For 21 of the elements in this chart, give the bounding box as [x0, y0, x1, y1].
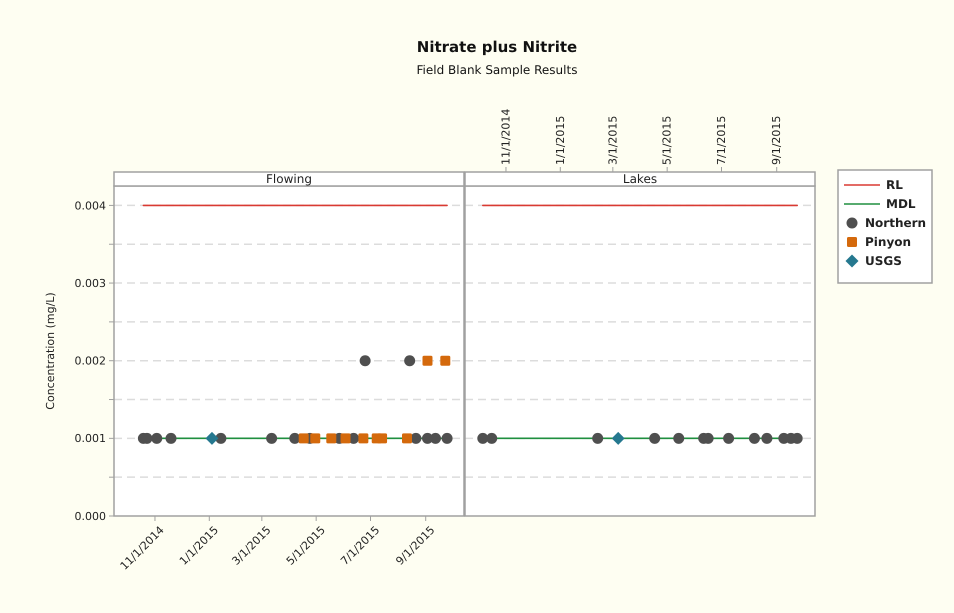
text: Nitrate plus Nitrite — [416, 38, 578, 56]
legend-label: Northern — [865, 216, 926, 230]
chart-title: Flowing — [266, 172, 312, 186]
x-tick-label: 1/1/2015 — [554, 116, 567, 165]
x-tick-label: 11/1/2014 — [499, 108, 512, 165]
legend-label: USGS — [865, 254, 902, 268]
legend-label: Pinyon — [865, 235, 912, 250]
x-tick-label: 7/1/2015 — [714, 116, 728, 165]
x-tick-label: 3/1/2015 — [606, 116, 620, 165]
legend-label: MDL — [886, 197, 916, 212]
text: Field Blank Sample Results — [416, 63, 578, 77]
chart-title: Lakes — [622, 172, 658, 186]
y-tick-label: 0.002 — [74, 354, 106, 368]
legend-label: RL — [886, 178, 904, 192]
x-tick-label: 5/1/2015 — [660, 116, 674, 165]
y-tick-label: 0.000 — [74, 510, 106, 523]
y-tick-label: 0.004 — [74, 199, 106, 212]
y-axis-title: Concentration (mg/L) — [44, 292, 57, 410]
y-tick-label: 0.003 — [74, 276, 106, 290]
x-tick-label: 9/1/2015 — [770, 116, 784, 165]
y-tick-label: 0.001 — [74, 432, 106, 446]
